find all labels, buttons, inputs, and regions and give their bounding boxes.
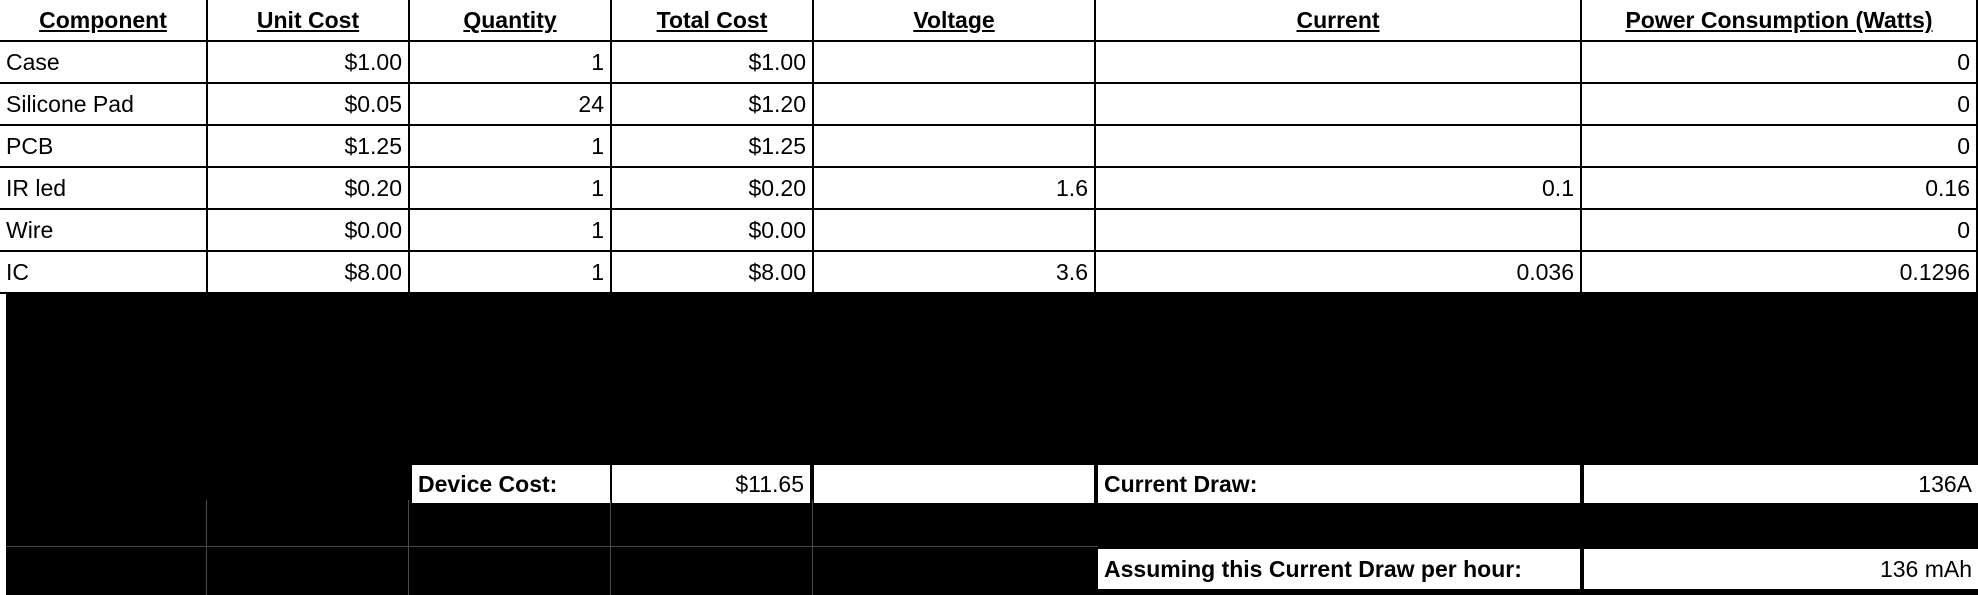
table-cell-unit-cost[interactable]: $1.00 [208,42,410,84]
table-cell-component[interactable]: Case [0,42,208,84]
table-cell-unit-cost[interactable]: $8.00 [208,252,410,294]
faint-gridline [812,500,813,595]
table-cell-power[interactable]: 0 [1582,42,1978,84]
empty-cell[interactable] [814,465,1094,503]
table-cell-total-cost[interactable]: $1.20 [612,84,814,126]
table-cell-quantity[interactable]: 24 [410,84,612,126]
table-cell-quantity[interactable]: 1 [410,42,612,84]
table-cell-unit-cost[interactable]: $0.05 [208,84,410,126]
table-cell-power[interactable]: 0 [1582,210,1978,252]
faint-gridline [408,500,409,595]
column-header-power-consumption[interactable]: Power Consumption (Watts) [1582,0,1978,42]
table-cell-voltage[interactable]: 3.6 [814,252,1096,294]
faint-gridline [206,500,207,595]
table-cell-total-cost[interactable]: $0.00 [612,210,814,252]
table-cell-quantity[interactable]: 1 [410,126,612,168]
table-cell-current[interactable] [1096,126,1582,168]
faint-gridline [610,500,611,595]
table-cell-voltage[interactable] [814,126,1096,168]
assumption-value[interactable]: 136 mAh [1584,549,1978,589]
column-header-unit-cost[interactable]: Unit Cost [208,0,410,42]
table-cell-component[interactable]: Wire [0,210,208,252]
table-cell-total-cost[interactable]: $0.20 [612,168,814,210]
table-cell-current[interactable] [1096,42,1582,84]
current-draw-value[interactable]: 136A [1584,465,1978,503]
table-cell-total-cost[interactable]: $1.00 [612,42,814,84]
table-cell-power[interactable]: 0 [1582,84,1978,126]
table-cell-current[interactable] [1096,210,1582,252]
table-cell-power[interactable]: 0.16 [1582,168,1978,210]
table-cell-current[interactable] [1096,84,1582,126]
table-cell-quantity[interactable]: 1 [410,168,612,210]
black-fill-block [6,294,1978,595]
assumption-label: Assuming this Current Draw per hour: [1098,549,1580,589]
column-header-component[interactable]: Component [0,0,208,42]
table-cell-component[interactable]: IC [0,252,208,294]
table-cell-unit-cost[interactable]: $0.00 [208,210,410,252]
device-cost-label: Device Cost: [412,465,610,503]
table-cell-voltage[interactable] [814,42,1096,84]
table-cell-voltage[interactable] [814,84,1096,126]
table-cell-quantity[interactable]: 1 [410,210,612,252]
table-cell-quantity[interactable]: 1 [410,252,612,294]
column-header-voltage[interactable]: Voltage [814,0,1096,42]
table-cell-total-cost[interactable]: $8.00 [612,252,814,294]
table-cell-power[interactable]: 0 [1582,126,1978,168]
faint-gridline [6,546,1098,547]
device-cost-value[interactable]: $11.65 [612,465,810,503]
table-cell-unit-cost[interactable]: $0.20 [208,168,410,210]
table-cell-voltage[interactable]: 1.6 [814,168,1096,210]
table-cell-power[interactable]: 0.1296 [1582,252,1978,294]
table-cell-component[interactable]: PCB [0,126,208,168]
column-header-total-cost[interactable]: Total Cost [612,0,814,42]
table-cell-current[interactable]: 0.036 [1096,252,1582,294]
table-cell-voltage[interactable] [814,210,1096,252]
current-draw-label: Current Draw: [1098,465,1580,503]
table-cell-component[interactable]: IR led [0,168,208,210]
column-header-quantity[interactable]: Quantity [410,0,612,42]
table-cell-unit-cost[interactable]: $1.25 [208,126,410,168]
column-header-current[interactable]: Current [1096,0,1582,42]
table-cell-current[interactable]: 0.1 [1096,168,1582,210]
table-cell-total-cost[interactable]: $1.25 [612,126,814,168]
table-cell-component[interactable]: Silicone Pad [0,84,208,126]
